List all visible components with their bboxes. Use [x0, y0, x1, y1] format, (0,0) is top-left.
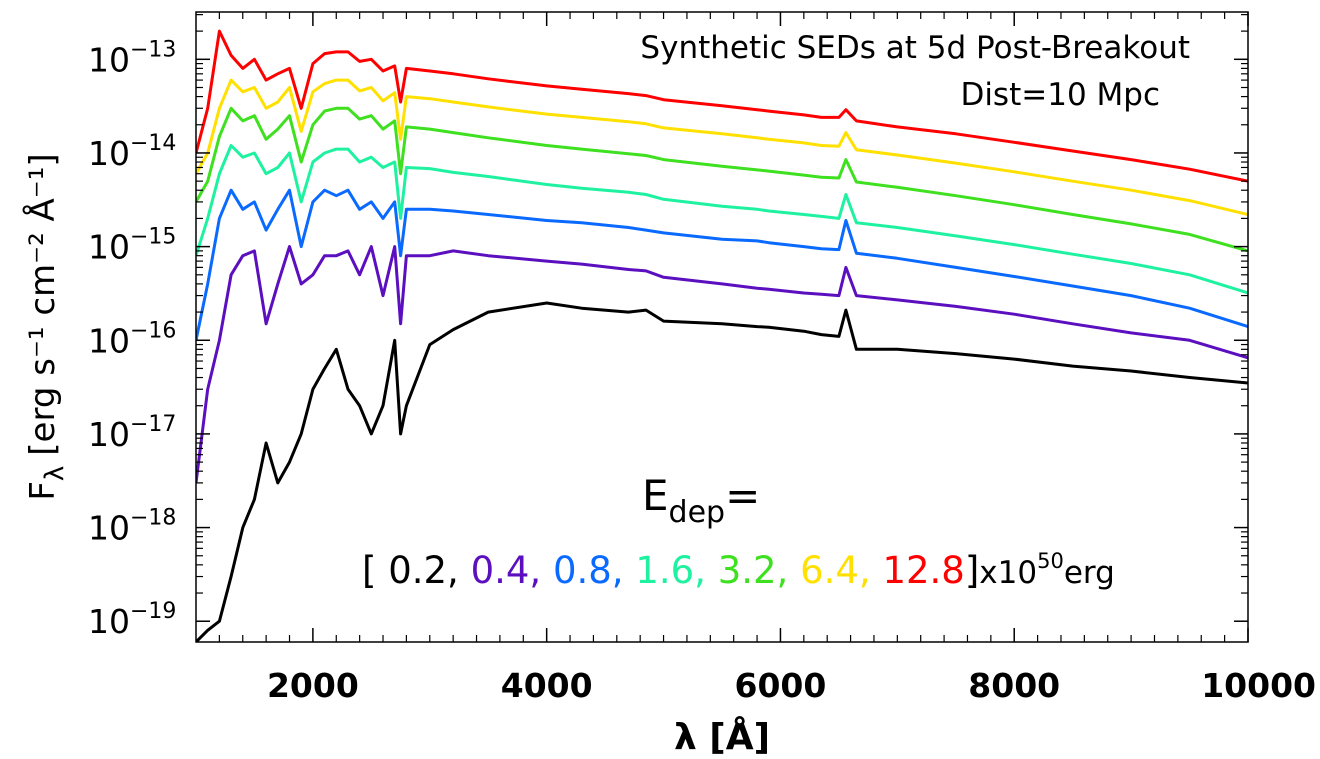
- series-line-0-2: [196, 301, 1248, 642]
- legend-value-0-2: 0.2,: [388, 549, 470, 592]
- series-line-0-8: [196, 188, 1248, 341]
- y-tick-label: 10−18: [88, 506, 176, 548]
- x-tick-label: 6000: [735, 666, 827, 705]
- legend-unit-suffix: erg: [1064, 555, 1115, 591]
- y-axis-label-main: F: [23, 481, 63, 501]
- legend-value-6-4: 6.4,: [800, 549, 882, 592]
- series-line-6-4: [196, 78, 1248, 216]
- series-line-3-2: [196, 106, 1248, 253]
- plot-frame: [195, 11, 1249, 643]
- legend-unit-prefix: x10: [979, 555, 1037, 591]
- y-axis-label: Fλ [erg s⁻¹ cm⁻² Å⁻¹]: [22, 153, 70, 500]
- y-axis-label-sub: λ: [40, 466, 70, 481]
- legend-unit-exponent: 50: [1037, 549, 1064, 573]
- legend-value-0-8: 0.8,: [553, 549, 635, 592]
- x-tick-label: 8000: [968, 666, 1060, 705]
- legend-value-3-2: 3.2,: [718, 549, 800, 592]
- legend-value-1-6: 1.6,: [635, 549, 717, 592]
- svg-text:Fλ[erg s⁻¹ cm⁻² Å⁻¹]: Fλ [erg s⁻¹ cm⁻² Å⁻¹]: [22, 153, 70, 500]
- legend-value-0-4: 0.4,: [471, 549, 553, 592]
- x-axis-label: λ [Å]: [674, 716, 770, 758]
- y-tick-label: 10−17: [88, 412, 176, 454]
- y-tick-label: 10−19: [88, 599, 176, 641]
- y-tick-label: 10−13: [88, 37, 176, 79]
- energy-values-legend: [ 0.2, 0.4, 0.8, 1.6, 3.2, 6.4, 12.8]x10…: [362, 549, 1115, 592]
- energy-label-eq: =: [725, 471, 760, 520]
- energy-label-sub: dep: [669, 495, 726, 530]
- y-tick-label: 10−14: [88, 131, 176, 173]
- legend-open-bracket: [: [362, 549, 376, 592]
- x-tick-label: 10000: [1201, 666, 1316, 705]
- series-line-0-4: [196, 245, 1248, 484]
- tick-layer: 2000 4000 6000 8000 10000 10−19 10−18 10−17 10−1…: [88, 12, 1316, 705]
- y-axis-label-units: [erg s⁻¹ cm⁻² Å⁻¹]: [22, 153, 63, 455]
- x-tick-label: 2000: [267, 666, 359, 705]
- energy-label-main: E: [642, 471, 669, 520]
- series-line-12-8: [196, 29, 1248, 183]
- legend-close-bracket: ]: [965, 549, 979, 592]
- y-tick-label: 10−16: [88, 318, 176, 360]
- chart-title: Synthetic SEDs at 5d Post-Breakout: [640, 30, 1190, 66]
- x-tick-label: 4000: [501, 666, 593, 705]
- y-tick-label: 10−15: [88, 225, 176, 267]
- series-line-1-6: [196, 144, 1248, 295]
- series-layer: [196, 29, 1248, 642]
- energy-label: Edep=: [642, 471, 760, 530]
- legend-value-12-8: 12.8: [882, 549, 964, 592]
- chart-subtitle: Dist=10 Mpc: [960, 77, 1160, 113]
